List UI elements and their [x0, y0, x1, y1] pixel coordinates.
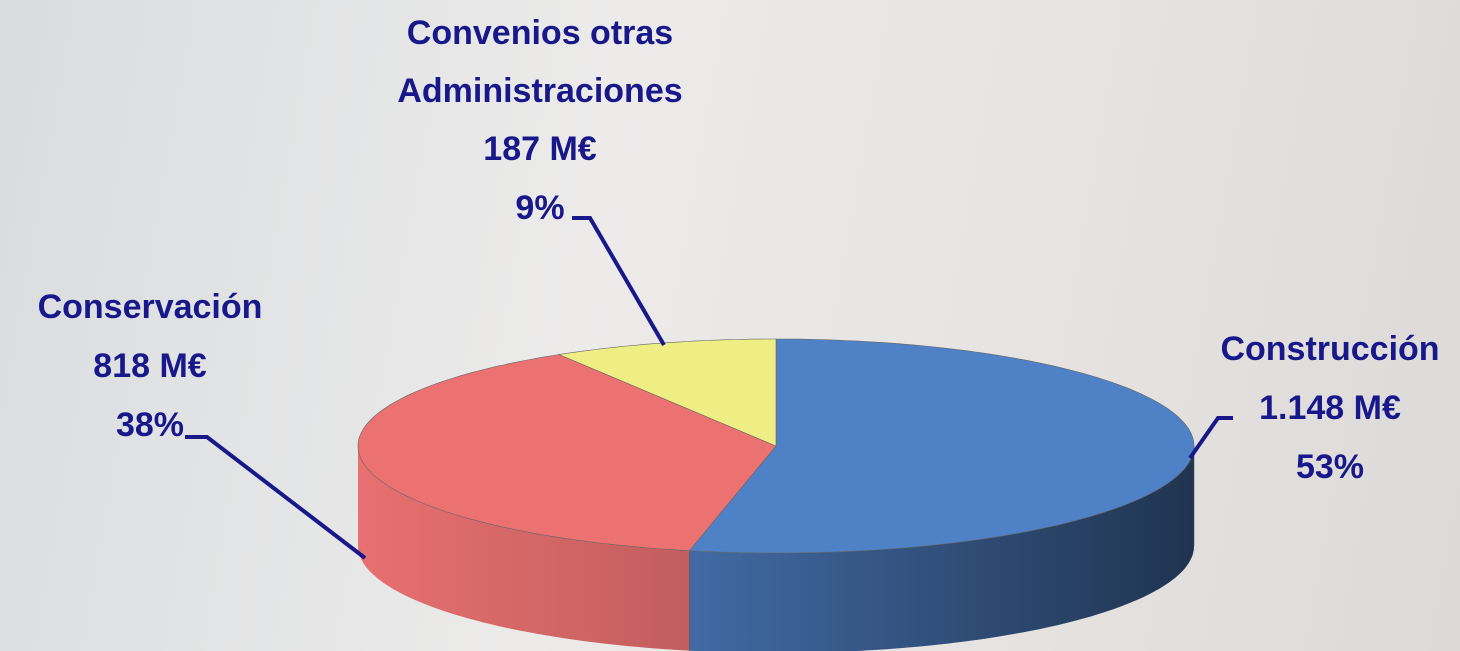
percent-label: 9% — [515, 189, 565, 227]
slice-side-shade — [689, 446, 1194, 651]
slice-label: Convenios otras Administraciones 187 M€ … — [360, 4, 720, 238]
category-label: Convenios otras Administraciones — [397, 14, 683, 110]
slice — [357, 354, 777, 552]
leader-line — [185, 435, 367, 560]
percent-label: 53% — [1295, 448, 1365, 486]
leader-line — [1188, 416, 1233, 460]
value-label: 818 M€ — [93, 347, 207, 385]
percent-label: 38% — [115, 406, 185, 444]
category-label: Construcción — [1220, 330, 1440, 368]
leader-line — [572, 216, 666, 347]
slice-label: Construcción 1.148 M€ 53% — [1190, 320, 1460, 497]
category-label: Conservación — [37, 288, 263, 326]
value-label: 187 M€ — [483, 130, 597, 168]
pie — [357, 338, 1195, 651]
value-label: 1.148 M€ — [1259, 389, 1401, 427]
slice-label: Conservación 818 M€ 38% — [0, 278, 300, 455]
slice-side-shade — [358, 446, 690, 651]
